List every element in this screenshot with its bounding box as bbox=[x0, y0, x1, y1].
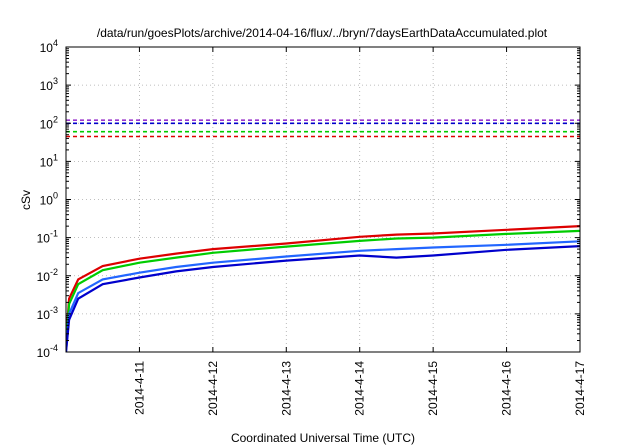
y-tick-exponent: -3 bbox=[50, 305, 58, 315]
y-tick-label: 10-4 bbox=[37, 343, 58, 360]
y-tick-mantissa: 10 bbox=[40, 41, 54, 55]
y-tick-exponent: 0 bbox=[53, 191, 58, 201]
y-tick-label: 101 bbox=[40, 152, 58, 169]
chart-title: /data/run/goesPlots/archive/2014-04-16/f… bbox=[97, 26, 548, 40]
y-tick-mantissa: 10 bbox=[37, 270, 51, 284]
y-tick-mantissa: 10 bbox=[37, 346, 51, 360]
y-tick-label: 100 bbox=[40, 191, 58, 208]
y-tick-mantissa: 10 bbox=[40, 117, 54, 131]
x-tick-label: 2014-4-17 bbox=[573, 361, 587, 416]
y-tick-exponent: 3 bbox=[53, 76, 58, 86]
y-tick-exponent: -1 bbox=[50, 229, 58, 239]
x-tick-label: 2014-4-14 bbox=[353, 361, 367, 416]
y-tick-mantissa: 10 bbox=[40, 155, 54, 169]
y-tick-label: 104 bbox=[40, 38, 58, 55]
x-axis-label: Coordinated Universal Time (UTC) bbox=[231, 431, 415, 445]
x-tick-label: 2014-4-13 bbox=[279, 361, 293, 416]
series-line-4 bbox=[66, 245, 580, 352]
y-tick-exponent: 2 bbox=[53, 114, 58, 124]
x-tick-label: 2014-4-12 bbox=[206, 361, 220, 416]
y-tick-label: 10-2 bbox=[37, 267, 58, 284]
x-tick-label: 2014-4-11 bbox=[132, 361, 146, 415]
series-group bbox=[66, 119, 580, 352]
series-line-3 bbox=[66, 240, 580, 352]
series-line-2 bbox=[66, 229, 580, 346]
y-tick-exponent: 1 bbox=[53, 152, 58, 162]
y-tick-mantissa: 10 bbox=[40, 79, 54, 93]
y-tick-exponent: -2 bbox=[50, 267, 58, 277]
y-axis-label: cSv bbox=[19, 190, 33, 210]
series-line-1 bbox=[66, 225, 580, 341]
y-tick-label: 102 bbox=[40, 114, 58, 131]
y-tick-exponent: -4 bbox=[50, 343, 58, 353]
y-tick-label: 10-3 bbox=[37, 305, 58, 322]
y-tick-exponent: 4 bbox=[53, 38, 58, 48]
x-tick-label: 2014-4-16 bbox=[500, 361, 514, 416]
x-tick-label: 2014-4-15 bbox=[426, 361, 440, 416]
y-tick-mantissa: 10 bbox=[40, 194, 54, 208]
x-axis: 2014-4-11 2014-4-12 2014-4-13 2014-4-14 2014… bbox=[132, 47, 587, 416]
y-tick-mantissa: 10 bbox=[37, 232, 51, 246]
grid bbox=[66, 47, 580, 352]
y-tick-label: 10-1 bbox=[37, 229, 58, 246]
y-tick-label: 103 bbox=[40, 76, 58, 93]
y-tick-mantissa: 10 bbox=[37, 308, 51, 322]
